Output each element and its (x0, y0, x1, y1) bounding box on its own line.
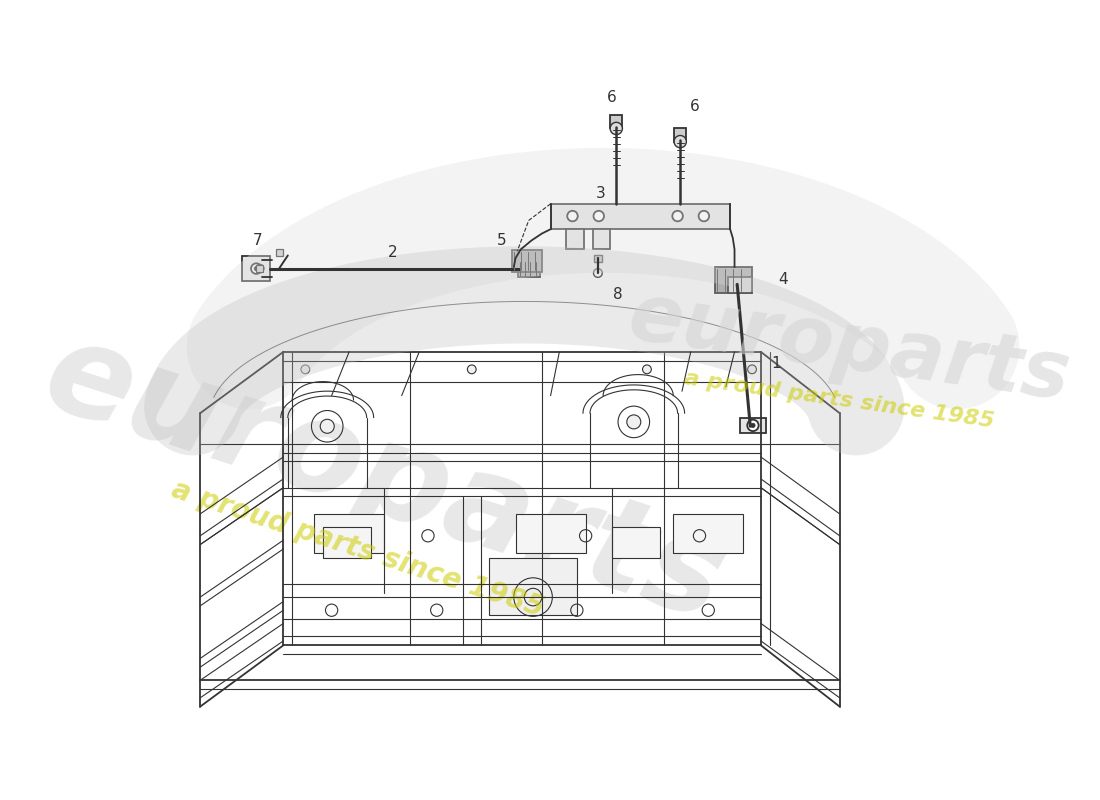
Bar (516, 514, 585, 554)
Circle shape (301, 365, 310, 374)
Text: 8: 8 (613, 287, 623, 302)
Text: 5: 5 (497, 233, 506, 248)
Circle shape (642, 365, 651, 374)
Text: 3: 3 (595, 186, 605, 201)
Bar (315, 514, 384, 554)
Text: 6: 6 (690, 99, 700, 114)
Polygon shape (566, 230, 584, 250)
Text: 6: 6 (607, 90, 617, 106)
Circle shape (627, 415, 641, 429)
Bar (612, 527, 660, 558)
Polygon shape (551, 204, 730, 230)
Circle shape (750, 423, 755, 427)
Circle shape (468, 365, 476, 374)
Text: europarts: europarts (29, 310, 739, 647)
Circle shape (672, 211, 683, 222)
Circle shape (610, 122, 623, 134)
Polygon shape (276, 250, 283, 256)
Circle shape (525, 588, 542, 606)
Text: europarts: europarts (623, 278, 1075, 417)
Circle shape (748, 365, 757, 374)
Polygon shape (256, 265, 263, 272)
Bar (490, 558, 576, 614)
Polygon shape (593, 230, 611, 250)
Text: a proud parts since 1985: a proud parts since 1985 (168, 475, 548, 622)
Bar (673, 514, 744, 554)
Circle shape (254, 266, 258, 271)
Circle shape (747, 420, 759, 431)
Circle shape (594, 211, 604, 222)
Bar (323, 527, 371, 558)
Polygon shape (610, 115, 623, 129)
Polygon shape (594, 254, 603, 262)
Polygon shape (518, 261, 540, 278)
Text: 2: 2 (388, 246, 398, 260)
Circle shape (320, 419, 334, 434)
Text: 4: 4 (778, 272, 788, 286)
Polygon shape (513, 250, 542, 272)
Circle shape (568, 211, 578, 222)
Polygon shape (715, 267, 752, 293)
Circle shape (698, 211, 710, 222)
Circle shape (674, 135, 686, 148)
Polygon shape (242, 256, 271, 281)
Polygon shape (727, 278, 752, 293)
Text: 1: 1 (772, 356, 781, 370)
Polygon shape (674, 129, 686, 142)
Text: 7: 7 (252, 233, 262, 248)
Text: a proud parts since 1985: a proud parts since 1985 (683, 368, 996, 432)
Polygon shape (740, 418, 766, 434)
Circle shape (251, 263, 262, 274)
